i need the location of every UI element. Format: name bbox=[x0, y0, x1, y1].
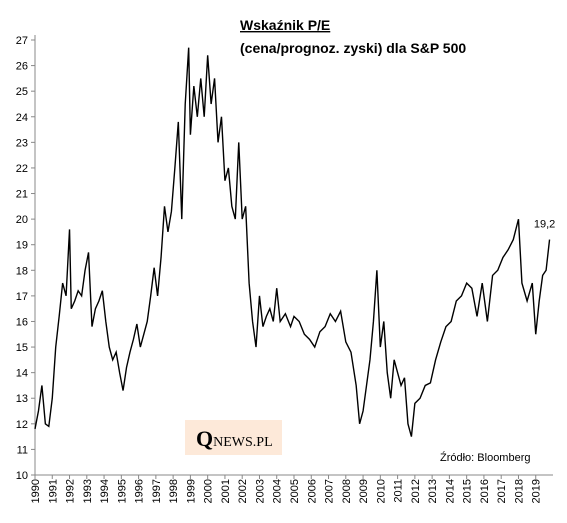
x-tick-label: 2004 bbox=[272, 479, 284, 503]
y-tick-label: 24 bbox=[16, 112, 28, 124]
x-tick-label: 2006 bbox=[306, 479, 318, 503]
y-tick-label: 22 bbox=[16, 163, 28, 175]
x-tick-label: 2005 bbox=[289, 479, 301, 503]
x-tick-label: 2013 bbox=[427, 479, 439, 503]
x-tick-label: 2019 bbox=[531, 479, 543, 503]
chart-title: Wskaźnik P/E bbox=[240, 17, 330, 33]
logo-box bbox=[185, 420, 282, 455]
x-tick-label: 1991 bbox=[47, 479, 59, 503]
y-tick-label: 20 bbox=[16, 214, 28, 226]
y-tick-label: 18 bbox=[16, 265, 28, 277]
y-tick-label: 10 bbox=[16, 470, 28, 482]
chart-subtitle: (cena/prognoz. zyski) dla S&P 500 bbox=[240, 40, 466, 56]
x-tick-label: 2016 bbox=[479, 479, 491, 503]
y-tick-label: 11 bbox=[17, 444, 28, 456]
x-tick-label: 1993 bbox=[82, 479, 94, 503]
x-tick-label: 1992 bbox=[65, 479, 77, 503]
annotation: 19,2 bbox=[534, 219, 555, 231]
x-tick-label: 2007 bbox=[324, 479, 336, 503]
y-tick-label: 15 bbox=[16, 342, 28, 354]
y-tick-label: 19 bbox=[16, 240, 28, 252]
x-tick-label: 1994 bbox=[99, 479, 111, 503]
x-tick-label: 2009 bbox=[358, 479, 370, 503]
logo: QNEWS.PL bbox=[196, 426, 273, 451]
x-tick-label: 2008 bbox=[341, 479, 353, 503]
data-line bbox=[34, 47, 551, 437]
y-tick-label: 13 bbox=[16, 393, 28, 405]
y-tick-label: 26 bbox=[16, 61, 28, 73]
y-tick-label: 27 bbox=[16, 35, 28, 47]
x-tick-label: 2001 bbox=[220, 479, 232, 503]
x-tick-label: 1998 bbox=[168, 479, 180, 503]
logo-rest: NEWS.PL bbox=[213, 435, 273, 450]
y-tick-label: 23 bbox=[16, 137, 28, 149]
x-tick-label: 2010 bbox=[375, 479, 387, 503]
x-tick-label: 2003 bbox=[254, 479, 266, 503]
logo-initial: Q bbox=[196, 426, 213, 451]
y-tick-label: 16 bbox=[16, 316, 28, 328]
x-tick-label: 1995 bbox=[116, 479, 128, 503]
y-tick-label: 21 bbox=[16, 189, 28, 201]
x-tick-label: 2015 bbox=[462, 479, 474, 503]
x-tick-label: 1996 bbox=[134, 479, 146, 503]
y-tick-label: 25 bbox=[16, 86, 28, 98]
x-tick-label: 2002 bbox=[237, 479, 249, 503]
x-tick-label: 2011 bbox=[393, 479, 405, 503]
x-tick-label: 2018 bbox=[513, 479, 525, 503]
x-tick-label: 2012 bbox=[410, 479, 422, 503]
x-tick-label: 2000 bbox=[203, 479, 215, 503]
y-tick-label: 14 bbox=[16, 368, 28, 380]
source: Źródło: Bloomberg bbox=[440, 451, 531, 464]
x-tick-label: 2014 bbox=[444, 479, 456, 503]
y-tick-label: 12 bbox=[16, 419, 28, 431]
y-tick-label: 17 bbox=[16, 291, 28, 303]
x-tick-label: 1990 bbox=[30, 479, 42, 503]
x-tick-label: 2017 bbox=[496, 479, 508, 503]
x-tick-label: 1997 bbox=[151, 479, 163, 503]
x-tick-label: 1999 bbox=[185, 479, 197, 503]
